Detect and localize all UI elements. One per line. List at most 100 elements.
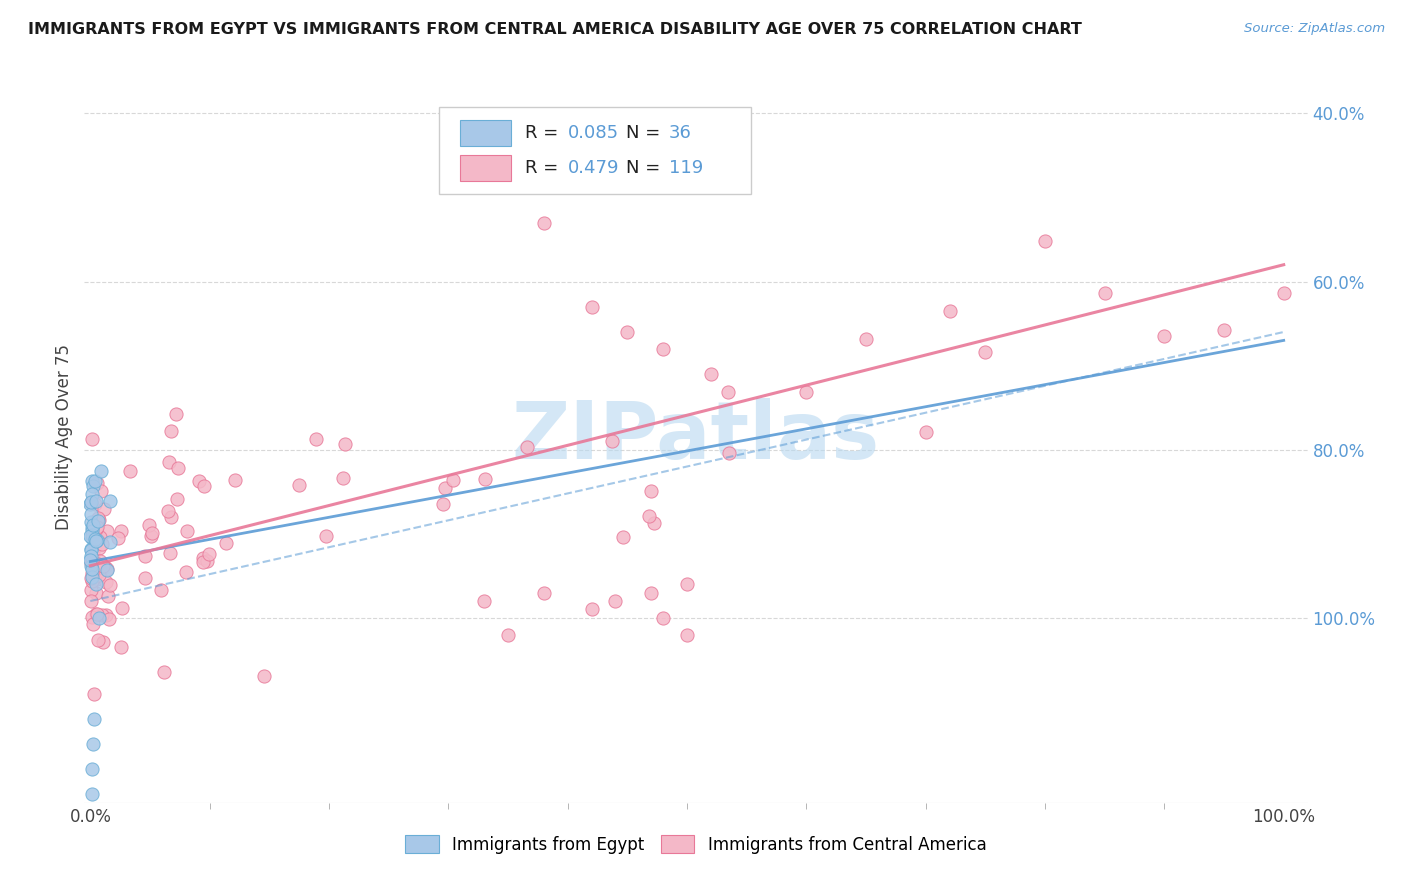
Text: 36: 36 xyxy=(669,124,692,142)
Point xyxy=(496,627,519,641)
Point xyxy=(188,474,211,488)
Point xyxy=(914,425,936,439)
Point xyxy=(605,594,627,608)
Point xyxy=(82,547,104,561)
Point xyxy=(717,446,740,460)
Point xyxy=(89,554,111,568)
Point xyxy=(600,434,623,449)
Point xyxy=(82,610,104,624)
Point xyxy=(84,529,107,543)
Point xyxy=(90,484,112,499)
Point xyxy=(472,594,495,608)
Point xyxy=(96,563,118,577)
Point xyxy=(110,524,132,538)
Point xyxy=(191,551,214,566)
Point xyxy=(581,602,603,616)
Point xyxy=(335,437,357,451)
Text: IMMIGRANTS FROM EGYPT VS IMMIGRANTS FROM CENTRAL AMERICA DISABILITY AGE OVER 75 : IMMIGRANTS FROM EGYPT VS IMMIGRANTS FROM… xyxy=(28,22,1083,37)
Point xyxy=(80,432,103,446)
Point xyxy=(82,528,104,542)
Point xyxy=(83,497,105,511)
Point xyxy=(176,524,198,538)
Point xyxy=(80,594,103,608)
Text: Source: ZipAtlas.com: Source: ZipAtlas.com xyxy=(1244,22,1385,36)
FancyBboxPatch shape xyxy=(439,107,751,194)
Point xyxy=(1094,285,1116,300)
Point xyxy=(432,497,454,511)
Point xyxy=(86,520,108,534)
Y-axis label: Disability Age Over 75: Disability Age Over 75 xyxy=(55,344,73,530)
Point xyxy=(516,440,538,454)
Point xyxy=(640,585,662,599)
Point xyxy=(98,578,121,592)
Point xyxy=(637,509,659,524)
Point xyxy=(855,333,877,347)
Text: N =: N = xyxy=(626,159,666,177)
Point xyxy=(193,479,215,493)
Point xyxy=(91,607,114,622)
Point xyxy=(198,547,221,561)
Point xyxy=(80,557,103,571)
Point xyxy=(80,566,103,581)
Point xyxy=(82,474,104,488)
Point xyxy=(80,549,103,563)
Point xyxy=(152,665,174,679)
Point xyxy=(96,524,118,538)
Point xyxy=(82,737,104,751)
Point xyxy=(159,546,181,560)
Point xyxy=(581,300,603,314)
Bar xyxy=(460,154,512,181)
Point xyxy=(83,687,105,701)
Point xyxy=(305,432,328,446)
Point xyxy=(612,530,634,544)
Point xyxy=(87,511,110,525)
Point xyxy=(676,627,699,641)
Point xyxy=(253,669,276,683)
Point xyxy=(89,530,111,544)
Point xyxy=(332,471,354,485)
Point xyxy=(86,633,108,648)
Point xyxy=(84,532,107,546)
Bar xyxy=(460,120,512,146)
Point xyxy=(166,460,188,475)
Point xyxy=(139,529,162,543)
Point xyxy=(80,531,103,545)
Legend: Immigrants from Egypt, Immigrants from Central America: Immigrants from Egypt, Immigrants from C… xyxy=(399,829,993,860)
Point xyxy=(83,712,105,726)
Point xyxy=(91,634,114,648)
Text: ZIPatlas: ZIPatlas xyxy=(512,398,880,476)
Point xyxy=(84,607,107,622)
Point xyxy=(80,558,103,573)
Point xyxy=(434,481,457,495)
Point xyxy=(84,577,107,591)
Point xyxy=(1033,235,1056,249)
Point xyxy=(98,494,121,508)
Point xyxy=(441,473,464,487)
Point xyxy=(700,367,723,381)
Point xyxy=(90,464,112,478)
Point xyxy=(91,559,114,574)
Point xyxy=(141,525,163,540)
Point xyxy=(89,560,111,574)
Point xyxy=(1153,329,1175,343)
Point xyxy=(80,524,103,538)
Point xyxy=(315,529,337,543)
Point xyxy=(110,640,132,654)
Point xyxy=(94,559,117,574)
Point xyxy=(974,344,997,359)
Text: N =: N = xyxy=(626,124,666,142)
Point xyxy=(717,385,740,400)
Point xyxy=(80,561,103,575)
Point xyxy=(79,553,101,567)
Point xyxy=(80,495,103,509)
Point xyxy=(224,473,246,487)
Point xyxy=(195,554,218,568)
Point xyxy=(80,541,103,556)
Point xyxy=(87,514,110,528)
Point xyxy=(157,455,180,469)
Point xyxy=(80,542,103,557)
Point xyxy=(83,570,105,584)
Point xyxy=(134,549,156,563)
Text: 0.085: 0.085 xyxy=(568,124,619,142)
Point xyxy=(94,607,117,622)
